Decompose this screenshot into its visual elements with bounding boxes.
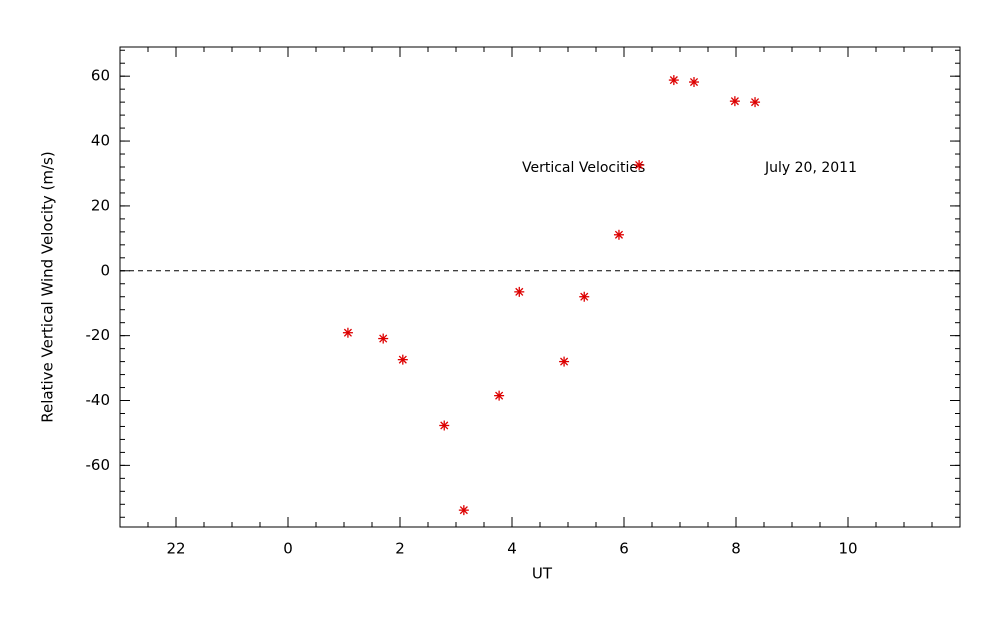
marker-stroke <box>560 357 569 366</box>
x-tick-label: 8 <box>731 540 741 558</box>
y-tick-label: 60 <box>91 67 110 85</box>
y-tick-label: 0 <box>100 261 110 279</box>
marker <box>579 291 590 302</box>
x-tick-label: 10 <box>838 540 857 558</box>
marker <box>494 390 505 401</box>
marker <box>729 96 740 107</box>
marker <box>397 354 408 365</box>
marker-stroke <box>440 421 449 430</box>
marker-stroke <box>379 334 388 343</box>
marker-stroke <box>750 98 760 107</box>
marker-stroke <box>689 77 699 87</box>
annotation: July 20, 2011 <box>764 160 857 176</box>
marker <box>342 327 353 338</box>
marker <box>668 75 679 86</box>
marker <box>559 356 570 367</box>
y-tick-label: -20 <box>86 326 111 344</box>
plot-frame <box>119 46 961 528</box>
x-tick-label: 6 <box>619 540 629 558</box>
marker-stroke <box>398 355 407 364</box>
x-tick-label: 2 <box>395 540 405 558</box>
marker-stroke <box>459 506 468 515</box>
y-axis-label: Relative Vertical Wind Velocity (m/s) <box>39 151 57 422</box>
marker <box>689 77 699 88</box>
x-tick-label: 22 <box>166 540 185 558</box>
marker-stroke <box>343 328 352 337</box>
marker-stroke <box>614 230 624 239</box>
x-tick-label: 4 <box>507 540 517 558</box>
marker-stroke <box>580 292 589 301</box>
y-tick-label: -40 <box>86 391 111 409</box>
marker-stroke <box>495 391 504 400</box>
marker-stroke <box>730 97 739 106</box>
marker <box>634 160 645 171</box>
x-tick-label: 0 <box>283 540 293 558</box>
y-tick-label: 20 <box>91 196 110 214</box>
marker <box>750 97 761 108</box>
marker <box>458 505 469 516</box>
marker <box>514 286 525 297</box>
x-axis-label: UT <box>532 565 553 583</box>
marker-stroke <box>515 287 524 296</box>
y-tick-label: -60 <box>86 456 111 474</box>
marker <box>613 229 624 240</box>
marker-stroke <box>669 76 678 85</box>
marker <box>439 420 450 431</box>
marker <box>378 333 389 344</box>
y-tick-label: 40 <box>91 132 110 150</box>
annotation: Vertical Velocities <box>522 160 645 176</box>
marker-stroke <box>635 160 644 170</box>
